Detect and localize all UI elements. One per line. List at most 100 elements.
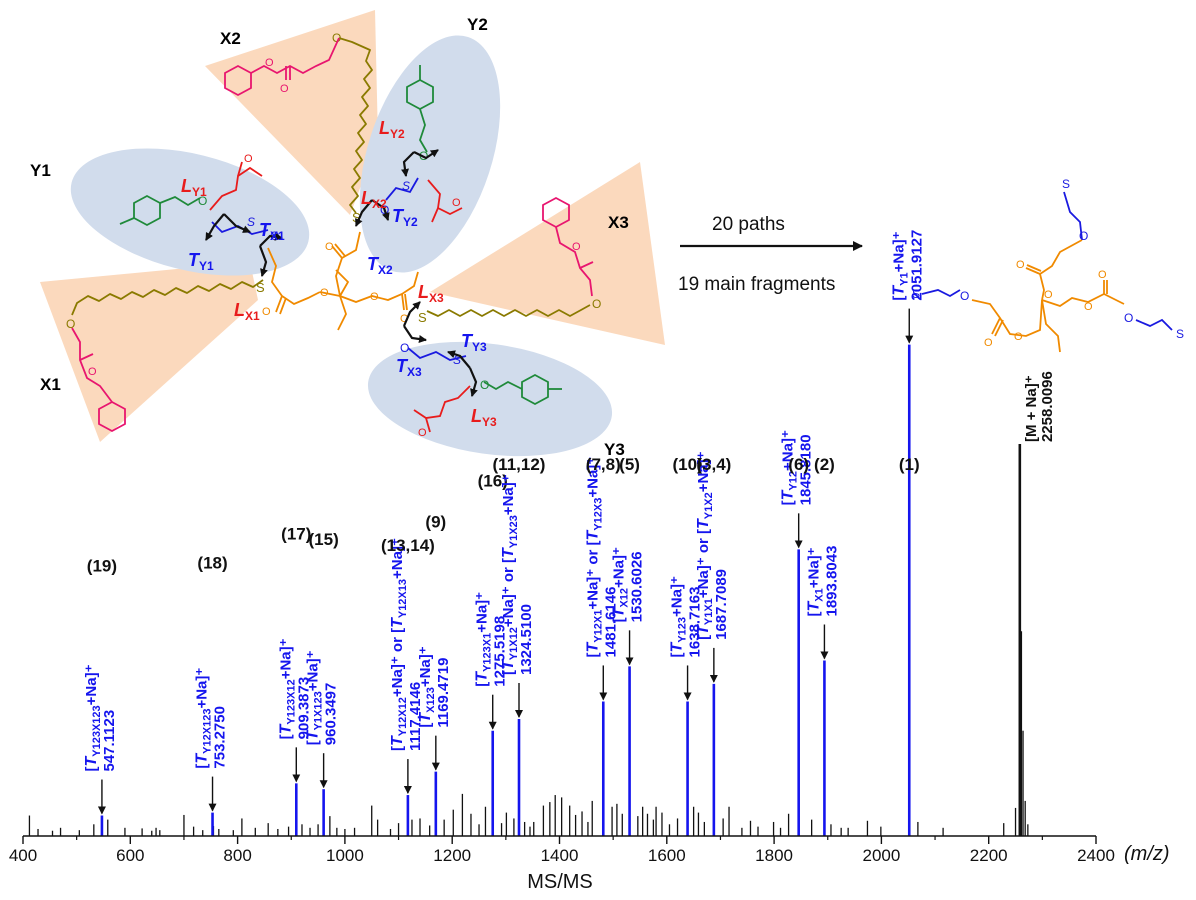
fragment-number-f18: (18) xyxy=(197,554,227,573)
fragment-label-f2: [TX1+Na]⁺ xyxy=(805,547,825,616)
o-acr2-x2: O xyxy=(265,57,274,69)
x-tick-label-1800: 1800 xyxy=(755,846,793,865)
fragment-mass-f6: 1845.8180 xyxy=(798,434,815,505)
fragment-number-f13: (13,14) xyxy=(381,536,435,555)
peak-label-f18: [TY12X123+Na]⁺753.2750 (18) xyxy=(194,554,229,812)
o-tol-y1: O xyxy=(198,194,207,208)
fragment-label-f15: [TY1X123+Na]⁺ xyxy=(305,650,325,745)
s-x1: S xyxy=(256,280,265,295)
o-tol-y3: O xyxy=(480,378,489,392)
fragment-label-f10: [TY123+Na]⁺ xyxy=(669,576,689,657)
o-x1: O xyxy=(66,317,75,331)
fragment-mass-f11: 1324.5100 xyxy=(518,604,535,675)
fragment-mass-f2: 1893.8043 xyxy=(823,546,840,617)
prod-s-1: S xyxy=(1062,177,1070,191)
arm-x3-region xyxy=(430,162,665,345)
fragment-number-f10: (10) xyxy=(672,455,702,474)
prod-s-3: S xyxy=(1176,327,1184,341)
prod-o-9: O xyxy=(1124,311,1133,325)
x-axis-title: MS/MS xyxy=(527,871,593,893)
o-core-2: O xyxy=(320,287,329,299)
fragment-label-f11: [TY1X12+Na]⁺ or [TY1X23+Na]⁺ xyxy=(500,474,520,675)
fragment-label-f18: [TY12X123+Na]⁺ xyxy=(194,668,214,769)
o-x2: O xyxy=(332,31,341,45)
s-y2: S xyxy=(402,179,410,193)
s-y3: S xyxy=(453,353,461,367)
arm-label-y1: Y1 xyxy=(30,161,51,180)
benzyl-acrylates xyxy=(71,37,594,433)
peak-label-f17: [TY123X12+Na]⁺909.3873 (17) xyxy=(277,524,312,783)
label-t-x2: TX2 xyxy=(367,254,393,277)
fragment-label-f3: [TY1X1+Na]⁺ or [TY1X2+Na]⁺ xyxy=(695,451,715,640)
prod-o-5: O xyxy=(984,337,993,349)
parent-label: [M + Na]⁺ xyxy=(1023,375,1040,442)
alkyl-chains xyxy=(71,37,591,317)
arm-y1-region xyxy=(70,148,310,276)
peak-label-f7: [TY12X1+Na]⁺ or [TY12X3+Na]⁺1481.6146 (7,… xyxy=(584,455,621,701)
label-t-y3: TY3 xyxy=(461,331,487,354)
o-core-4: O xyxy=(370,291,379,303)
x-tick-label-1600: 1600 xyxy=(648,846,686,865)
s-x2: S xyxy=(352,210,361,225)
fragment-mass-f19: 547.1123 xyxy=(101,710,118,772)
peak-label-f16: [TY123X1+Na]⁺1275.5198 (16) xyxy=(474,472,509,730)
fragment-mass-f18: 753.2750 xyxy=(212,706,229,769)
ms-spectrum: [TY123X123+Na]⁺547.1123 (19) [TY12X123+Na]… xyxy=(9,230,1170,893)
arm-x2-region xyxy=(205,10,378,215)
label-l-y2: LY2 xyxy=(379,118,405,141)
label-t-x3: TX3 xyxy=(396,356,422,379)
fragment-label-f9: [TX123+Na]⁺ xyxy=(417,646,437,727)
peak-label-f10: [TY123+Na]⁺ 1638.7163 (10) xyxy=(669,455,704,701)
fragment-number-f15: (15) xyxy=(309,530,339,549)
cleavage-labels: LY1 TY1 TX1 LX1 LY2 LX2 TY2 TX2 LX3 TY3 … xyxy=(181,118,497,429)
s-x3: S xyxy=(418,310,427,325)
prod-o-2: O xyxy=(1016,259,1025,271)
tolyl-ethers xyxy=(119,65,562,406)
parent-mass: 2258.0096 xyxy=(1039,371,1056,442)
fragment-number-f9: (9) xyxy=(425,513,446,532)
fragment-label-f13: [TY12X12+Na]⁺ or [TY12X13+Na]⁺ xyxy=(389,538,409,751)
fragment-number-f6: (6) xyxy=(788,455,809,474)
peak-label-f6: [TY12+Na]⁺ 1845.8180(6) xyxy=(780,430,815,549)
o-core-3: O xyxy=(325,241,334,253)
peak-label-f19: [TY123X123+Na]⁺547.1123 (19) xyxy=(83,557,118,815)
fragment-label-f1: [TY1+Na]⁺ xyxy=(890,231,910,300)
peak-label-f11: [TY1X12+Na]⁺ or [TY1X23+Na]⁺1324.5100 (11… xyxy=(493,455,545,718)
o-ester-y2: O xyxy=(452,197,461,209)
peak-label-f9: [TX123+Na]⁺ 1169.4719 (9) xyxy=(417,513,452,771)
o-acr-x1: O xyxy=(88,366,97,378)
peak-label-f15: [TY1X123+Na]⁺960.3497 (15) xyxy=(305,530,340,789)
fragment-mass-f10: 1638.7163 xyxy=(687,587,704,658)
fragment-mass-f3: 1687.7089 xyxy=(713,569,730,640)
fragment-label-f6: [TY12+Na]⁺ xyxy=(780,430,800,505)
label-l-x1: LX1 xyxy=(234,300,260,323)
fragment-peaks xyxy=(100,344,1022,836)
o-core-5: O xyxy=(400,313,409,325)
x-tick-label-2200: 2200 xyxy=(970,846,1008,865)
label-t-y2: TY2 xyxy=(392,206,418,229)
cleavage-arrows xyxy=(205,149,478,397)
fragment-labels: [TY123X123+Na]⁺547.1123 (19) [TY12X123+Na]… xyxy=(83,230,1056,815)
fragment-mass-f1: 2051.9127 xyxy=(908,230,925,301)
prod-o-7: O xyxy=(1098,269,1107,281)
fragment-number-f16: (16) xyxy=(478,472,508,491)
prod-o-1: O xyxy=(1079,229,1088,243)
x-axis-unit: (m/z) xyxy=(1124,843,1170,865)
x-tick-label-1400: 1400 xyxy=(541,846,579,865)
s-y1: S xyxy=(247,215,255,229)
label-l-y1: LY1 xyxy=(181,176,207,199)
structure-scheme: X2 Y2 Y1 X3 X1 Y3 S S S O O O xyxy=(30,10,665,459)
arm-x1-region xyxy=(40,262,258,442)
arm-label-x2: X2 xyxy=(220,29,241,48)
x-tick-label-1000: 1000 xyxy=(326,846,364,865)
label-l-x3: LX3 xyxy=(418,282,444,305)
arm-label-y2: Y2 xyxy=(467,15,488,34)
fragment-mass-f9: 1169.4719 xyxy=(435,658,452,728)
arm-label-x3: X3 xyxy=(608,213,629,232)
o-ester-y1: O xyxy=(244,153,253,165)
prod-s-2: S xyxy=(912,287,920,301)
o-acr-x2: O xyxy=(280,83,289,95)
fragment-mass-f5: 1530.6026 xyxy=(629,551,646,622)
peak-label-f13: [TY12X12+Na]⁺ or [TY12X13+Na]⁺1117.4146 (… xyxy=(381,536,435,795)
